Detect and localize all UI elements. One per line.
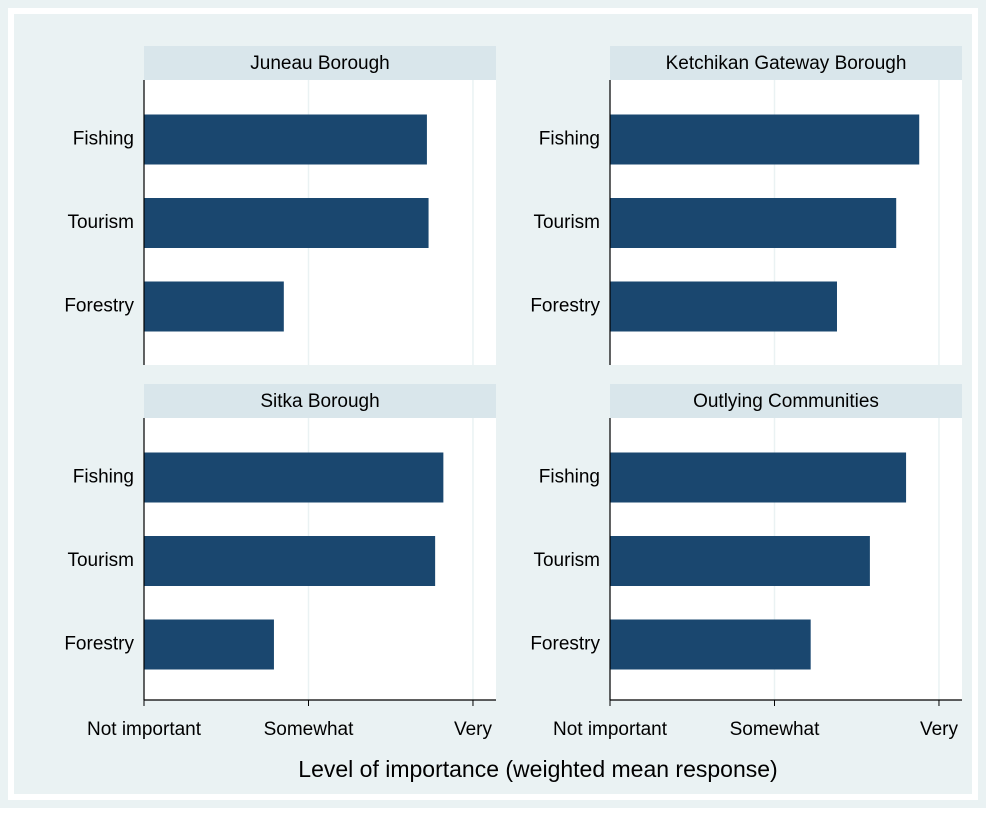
panel-title: Juneau Borough <box>250 53 389 74</box>
y-tick-label: Forestry <box>64 634 134 655</box>
bar <box>610 114 920 165</box>
x-tick-label: Not important <box>553 719 668 740</box>
x-tick-label: Very <box>454 719 493 740</box>
x-tick-label: Very <box>920 719 959 740</box>
y-tick-label: Tourism <box>67 212 134 233</box>
bar <box>144 452 444 503</box>
y-tick-label: Forestry <box>64 296 134 317</box>
y-tick-label: Forestry <box>530 296 600 317</box>
y-tick-label: Tourism <box>533 212 600 233</box>
bar <box>610 619 811 670</box>
bar <box>610 536 870 586</box>
panel-header <box>610 46 962 80</box>
bar <box>610 198 897 248</box>
panel-title: Sitka Borough <box>260 391 379 412</box>
y-tick-label: Fishing <box>539 129 600 150</box>
x-tick-label: Somewhat <box>264 719 354 740</box>
panel-title: Ketchikan Gateway Borough <box>666 53 907 74</box>
panel-header <box>144 46 496 80</box>
bar <box>610 452 907 503</box>
panel-header <box>144 384 496 418</box>
y-tick-label: Fishing <box>539 467 600 488</box>
y-tick-label: Fishing <box>73 129 134 150</box>
y-tick-label: Forestry <box>530 634 600 655</box>
bar <box>144 281 284 332</box>
y-tick-label: Tourism <box>533 550 600 571</box>
bar <box>144 536 436 586</box>
bar <box>144 198 429 248</box>
panel-title: Outlying Communities <box>693 391 879 412</box>
x-axis-label: Level of importance (weighted mean respo… <box>298 756 777 782</box>
bar <box>610 281 837 332</box>
y-tick-label: Fishing <box>73 467 134 488</box>
x-tick-label: Somewhat <box>730 719 820 740</box>
y-tick-label: Tourism <box>67 550 134 571</box>
bar <box>144 619 274 670</box>
x-tick-label: Not important <box>87 719 202 740</box>
bar <box>144 114 427 165</box>
panel-header <box>610 384 962 418</box>
